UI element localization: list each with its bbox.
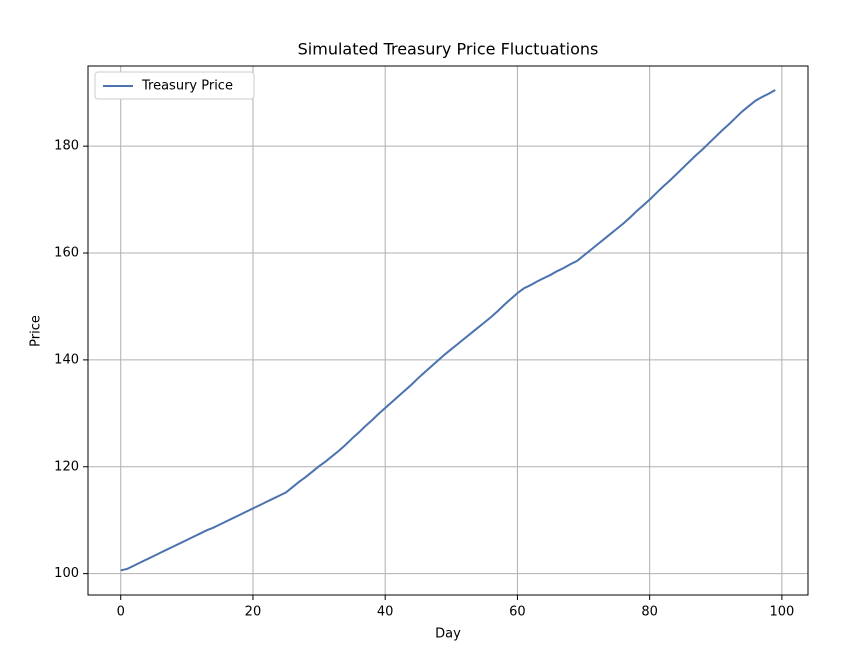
plot-frame	[87, 65, 809, 596]
x-tick-label: 100	[769, 605, 794, 620]
y-tick-label: 140	[54, 352, 79, 367]
x-tick-label: 60	[509, 605, 526, 620]
chart-title: Simulated Treasury Price Fluctuations	[298, 40, 599, 59]
y-tick-label: 100	[54, 566, 79, 581]
y-axis-label: Price	[29, 315, 44, 347]
legend-box	[94, 71, 255, 100]
x-tick-label: 20	[245, 605, 262, 620]
x-axis-label: Day	[435, 627, 461, 642]
x-tick-label: 0	[117, 605, 125, 620]
y-tick-label: 160	[54, 246, 79, 261]
x-tick-label: 40	[377, 605, 394, 620]
x-tick-label: 80	[641, 605, 658, 620]
y-tick-label: 120	[54, 459, 79, 474]
y-tick-label: 180	[54, 139, 79, 154]
legend-label: Treasury Price	[141, 79, 233, 94]
line	[120, 89, 776, 572]
